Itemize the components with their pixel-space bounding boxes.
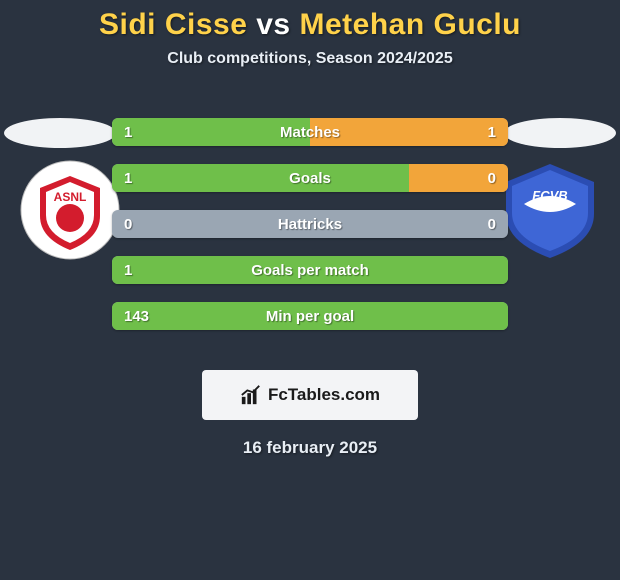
stat-value-left: 143 bbox=[112, 302, 161, 330]
stat-value-right: 0 bbox=[476, 210, 508, 238]
chart-bars-icon bbox=[240, 384, 262, 406]
club-right-shield-icon bbox=[500, 160, 600, 260]
player-left-ellipse bbox=[4, 118, 116, 148]
stat-bar-left bbox=[112, 256, 508, 284]
stat-row: 1Goals per match bbox=[112, 256, 508, 284]
stat-row: 10Goals bbox=[112, 164, 508, 192]
stat-row: 11Matches bbox=[112, 118, 508, 146]
club-right-abbr: FCVB bbox=[532, 188, 567, 203]
stat-value-left: 1 bbox=[112, 118, 144, 146]
stat-value-left: 1 bbox=[112, 256, 144, 284]
brand-text: FcTables.com bbox=[268, 385, 380, 405]
stat-row: 143Min per goal bbox=[112, 302, 508, 330]
brand-attribution: FcTables.com bbox=[202, 370, 418, 420]
comparison-title: Sidi Cisse vs Metehan Guclu bbox=[0, 0, 620, 42]
comparison-chart: ASNL FCVB 11Matches10Goals00Hattricks1Go… bbox=[0, 100, 620, 350]
stat-bar-left bbox=[112, 302, 508, 330]
stat-value-right: 0 bbox=[476, 164, 508, 192]
footer-date: 16 february 2025 bbox=[0, 438, 620, 458]
club-left-abbr: ASNL bbox=[54, 190, 87, 204]
comparison-subtitle: Club competitions, Season 2024/2025 bbox=[0, 50, 620, 68]
stat-bar-left bbox=[112, 164, 409, 192]
club-left-shield-icon bbox=[20, 160, 120, 260]
stat-bars-container: 11Matches10Goals00Hattricks1Goals per ma… bbox=[112, 118, 508, 348]
player-right-name: Metehan Guclu bbox=[299, 8, 521, 41]
player-left-name: Sidi Cisse bbox=[99, 8, 247, 41]
stat-value-right bbox=[484, 256, 508, 284]
stat-value-left: 0 bbox=[112, 210, 144, 238]
stat-value-right bbox=[484, 302, 508, 330]
club-right-logo: FCVB bbox=[500, 160, 600, 260]
stat-label: Hattricks bbox=[112, 210, 508, 238]
player-right-ellipse bbox=[504, 118, 616, 148]
club-left-logo: ASNL bbox=[20, 160, 120, 260]
stat-value-right: 1 bbox=[476, 118, 508, 146]
stat-row: 0 0Hattricks bbox=[112, 210, 508, 238]
stat-value-left: 1 bbox=[112, 164, 144, 192]
vs-text: vs bbox=[256, 8, 290, 41]
